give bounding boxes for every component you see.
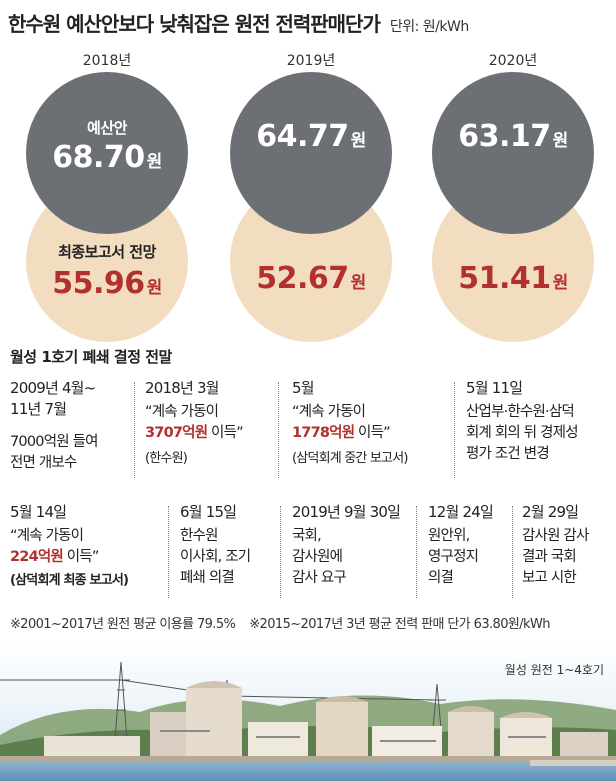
timeline-event-5: 5월 14일 “계속 가동이 224억원 이득” (삼덕회계 최종 보고서): [10, 502, 170, 591]
event-source: (삼덕회계 중간 보고서): [292, 451, 408, 466]
event-text: 국회,: [292, 528, 322, 544]
final-value-2020: 51.41 원: [458, 260, 568, 296]
event-source: (삼덕회계 최종 보고서): [10, 573, 129, 588]
event-text: 전면 개보수: [10, 455, 77, 471]
event-date: 2019년 9월 30일: [292, 503, 401, 521]
timeline-event-2: 2018년 3월 “계속 가동이 3707억원 이득” (한수원): [145, 378, 270, 469]
event-text: 감사원에: [292, 549, 343, 565]
timeline-title: 월성 1호기 폐쇄 결정 전말: [10, 348, 172, 366]
timeline-event-3: 5월 “계속 가동이 1778억원 이득” (삼덕회계 중간 보고서): [292, 378, 442, 469]
budget-circle-2019: 64.77 원: [230, 72, 392, 234]
event-text: 감사 요구: [292, 570, 347, 586]
nuclear-plant-photo: [0, 640, 616, 781]
event-text: 한수원: [180, 528, 218, 544]
final-value-2018: 55.96 원: [52, 266, 162, 301]
divider: [280, 506, 281, 598]
divider: [278, 382, 279, 478]
divider: [134, 382, 135, 478]
header: 한수원 예산안보다 낮춰잡은 원전 전력판매단가 단위: 원/kWh: [8, 8, 469, 40]
final-value-2019: 52.67 원: [256, 260, 366, 296]
event-text: 보고 시한: [522, 570, 577, 586]
timeline-event-1: 2009년 4월~ 11년 7월 7000억원 들여 전면 개보수: [10, 378, 130, 474]
divider: [416, 506, 417, 598]
event-text: 폐쇄 의결: [180, 570, 235, 586]
budget-value-2019: 64.77 원: [256, 118, 366, 154]
final-label: 최종보고서 전망: [58, 243, 156, 261]
event-text: 영구정지: [428, 549, 479, 565]
event-text: 224억원 이득”: [10, 549, 99, 565]
event-date: 5월: [292, 379, 315, 397]
divider: [168, 506, 169, 598]
event-text: 산업부·한수원·삼덕: [466, 404, 575, 420]
budget-circle-2018: 예산안 68.70 원: [26, 72, 188, 234]
budget-circle-2020: 63.17 원: [432, 72, 594, 234]
year-label-2018: 2018년: [82, 53, 132, 69]
budget-value-2018: 68.70 원: [52, 140, 162, 175]
year-label-2019: 2019년: [286, 53, 336, 69]
unit-label: 단위: 원/kWh: [389, 19, 469, 35]
event-date: 2월 29일: [522, 503, 579, 521]
event-text: 감사원 감사: [522, 528, 589, 544]
footnotes: ※2001~2017년 원전 평균 이용률 79.5% ※2015~2017년 3…: [10, 613, 550, 632]
event-text: 결과 국회: [522, 549, 577, 565]
event-text: 이사회, 조기: [180, 549, 251, 565]
event-text: 회계 회의 뒤 경제성: [466, 425, 579, 441]
event-text: 7000억원 들여: [10, 434, 98, 450]
event-date: 5월 11일: [466, 379, 523, 397]
timeline-event-8: 12월 24일 원안위, 영구정지 의결: [428, 502, 512, 589]
footnote-price: ※2015~2017년 3년 평균 전력 판매 단가 63.80원/kWh: [249, 617, 550, 632]
timeline-event-9: 2월 29일 감사원 감사 결과 국회 보고 시한: [522, 502, 616, 589]
photo-caption: 월성 원전 1~4호기: [504, 663, 604, 677]
budget-value-2020: 63.17 원: [458, 118, 568, 154]
event-text: “계속 가동이: [145, 404, 219, 420]
event-text: 1778억원 이득”: [292, 425, 391, 441]
event-date: 12월 24일: [428, 503, 494, 521]
event-date: 2018년 3월: [145, 379, 219, 397]
event-date: 6월 15일: [180, 503, 237, 521]
event-date-cont: 11년 7월: [10, 400, 67, 418]
event-text: “계속 가동이: [10, 528, 84, 544]
page-title: 한수원 예산안보다 낮춰잡은 원전 전력판매단가: [8, 12, 381, 36]
timeline-event-7: 2019년 9월 30일 국회, 감사원에 감사 요구: [292, 502, 422, 589]
event-text: “계속 가동이: [292, 404, 366, 420]
event-text: 평가 조건 변경: [466, 446, 550, 462]
event-text: 의결: [428, 570, 454, 586]
timeline-event-6: 6월 15일 한수원 이사회, 조기 폐쇄 의결: [180, 502, 280, 589]
event-text: 원안위,: [428, 528, 470, 544]
divider: [512, 506, 513, 598]
event-source: (한수원): [145, 451, 188, 466]
event-date: 5월 14일: [10, 503, 67, 521]
budget-label: 예산안: [87, 119, 127, 137]
event-text: 3707억원 이득”: [145, 425, 244, 441]
event-date: 2009년 4월~: [10, 379, 96, 397]
timeline-event-4: 5월 11일 산업부·한수원·삼덕 회계 회의 뒤 경제성 평가 조건 변경: [466, 378, 614, 465]
footnote-utilization: ※2001~2017년 원전 평균 이용률 79.5%: [10, 617, 236, 632]
divider: [454, 382, 455, 478]
year-label-2020: 2020년: [488, 53, 538, 69]
